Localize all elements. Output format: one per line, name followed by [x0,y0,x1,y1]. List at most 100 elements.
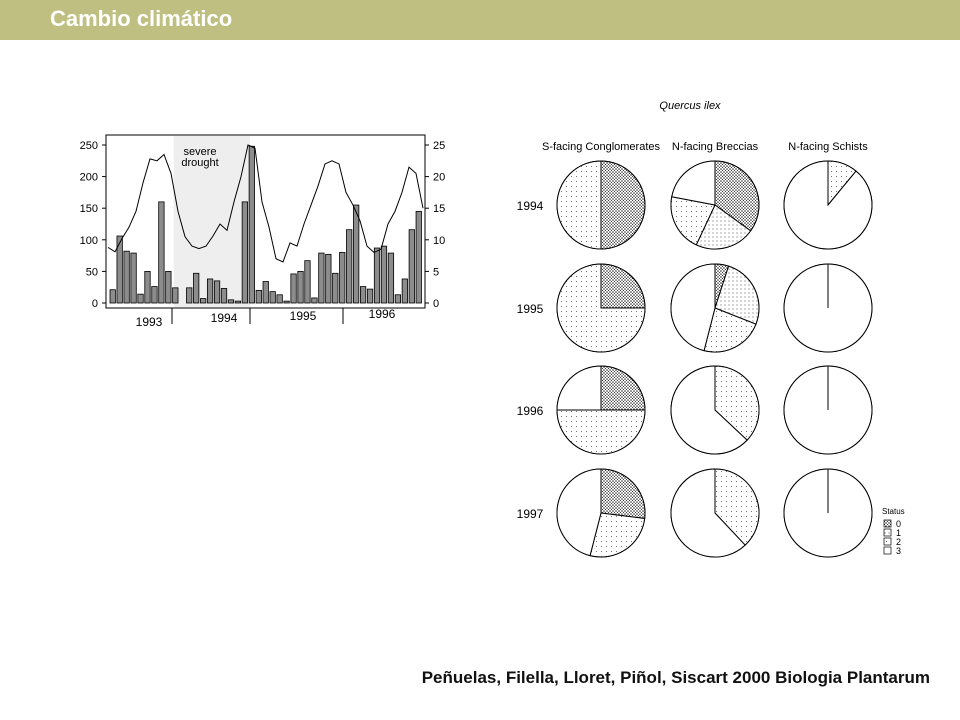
bar [109,289,116,304]
plot-frame [105,134,426,309]
bar [325,253,332,304]
pie-year-label: 1996 [517,404,544,418]
bar [290,273,297,304]
legend-title: Status [882,507,905,516]
bar [165,270,172,304]
pie-slice [671,160,716,206]
pie-slice [714,468,760,546]
bar [151,286,158,304]
pie-slice [714,160,760,232]
bar [318,252,325,304]
pie-column-label: S-facing Conglomerates [542,141,661,153]
legend-label: 0 [896,519,901,529]
pie-slice [783,160,873,250]
bar [137,293,144,304]
pie-slice [600,160,646,250]
citation: Peñuelas, Filella, Lloret, Piñol, Siscar… [421,668,930,687]
bar [366,288,374,304]
pie-slice [556,468,602,557]
bar [116,235,123,304]
ytick-right-label: 20 [433,172,445,184]
page-title: Cambio climático [50,6,233,31]
pie-slice [556,409,646,455]
ytick-left-label: 100 [80,235,98,247]
pie-slice [556,365,602,411]
bar [200,298,207,304]
bar [255,289,262,304]
bar [332,272,339,304]
pie-slice [714,365,760,441]
bar [248,145,255,304]
bar [408,229,415,304]
bar [380,245,388,304]
pie-slice [670,263,716,352]
ytick-right-label: 10 [433,235,445,247]
pie-slice [556,263,646,353]
bar [220,288,228,304]
bar [269,291,276,304]
bar [387,252,395,304]
pie-year-label: 1994 [517,199,544,213]
year-label: 1996 [369,307,396,321]
bar [297,270,304,304]
pie-slice [670,468,746,558]
pie-slice [714,265,760,325]
bar [130,252,137,304]
bar [346,229,353,304]
bar [394,294,402,304]
ytick-left-label: 0 [92,298,98,310]
legend-label: 2 [896,537,901,547]
pie-slice [670,196,716,246]
bar [311,297,318,304]
ytick-right-label: 15 [433,203,445,215]
bar [276,294,283,304]
bar [241,201,248,304]
ytick-left-label: 50 [86,266,98,278]
bar [123,250,130,304]
bar [415,210,422,304]
ytick-right-label: 5 [433,266,439,278]
bar [359,286,367,304]
year-label: 1995 [290,309,317,323]
year-label: 1993 [136,315,163,329]
pie-slice [670,365,748,455]
bar [193,272,200,304]
ytick-left-label: 200 [80,172,98,184]
drought-band [173,136,251,307]
legend-swatch [883,528,892,537]
title-bar: Cambio climático [0,0,960,40]
pie-column-label: N-facing Breccias [672,141,759,153]
pie-slice [556,160,602,250]
bar [353,204,360,304]
ytick-right-label: 25 [433,140,445,152]
pie-column-label: N-facing Schists [788,141,868,153]
bar [206,278,214,304]
pie-slice [703,307,757,353]
bar [339,252,346,304]
ytick-left-label: 150 [80,203,98,215]
bar [401,278,408,304]
temperature-line [107,144,424,263]
bar [213,280,221,304]
ytick-left-label: 250 [80,140,98,152]
drought-annotation: drought [181,157,218,169]
bar [262,281,269,304]
bar [373,247,381,304]
bar [158,201,165,304]
bar [234,300,242,304]
bar [144,270,151,304]
legend-swatch [883,546,892,555]
pie-slice [589,512,646,558]
drought-annotation: severe [183,146,216,158]
bar [186,287,193,304]
pie-year-label: 1995 [517,302,544,316]
pie-title: Quercus ilex [659,100,721,112]
pie-slice [600,468,646,520]
bar [304,260,311,304]
pie-year-label: 1997 [517,507,544,521]
bar [227,299,235,304]
legend-label: 3 [896,546,901,556]
legend-label: 1 [896,528,901,538]
legend-swatch [883,519,892,528]
